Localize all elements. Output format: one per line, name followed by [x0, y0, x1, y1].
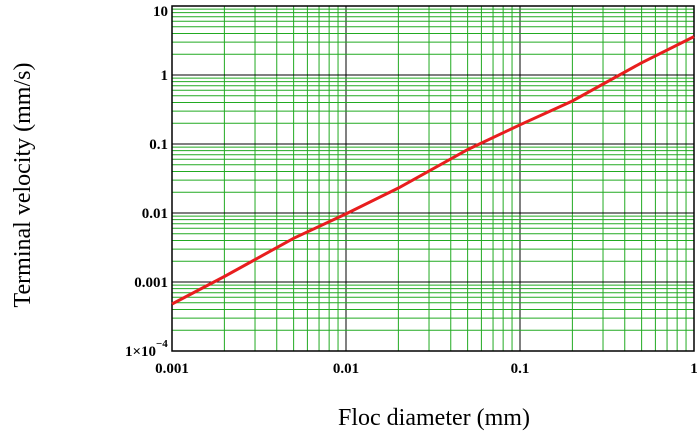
y-tick-exponent: −4 [156, 338, 168, 350]
grid-lines [171, 6, 694, 352]
y-tick-labels: 1×10 −4 0.001 0.01 0.1 1 10 [125, 4, 168, 360]
x-tick-labels: 0.001 0.01 0.1 1 [155, 361, 698, 377]
x-axis-label: Floc diameter (mm) [338, 405, 530, 431]
y-tick-label: 0.001 [134, 275, 168, 291]
x-tick-label: 0.1 [511, 361, 530, 377]
y-tick-label: 0.1 [149, 137, 168, 153]
y-tick-label: 10 [153, 4, 168, 20]
y-tick-label: 1 [161, 68, 169, 84]
y-axis-label: Terminal velocity (mm/s) [10, 63, 36, 308]
y-tick-label: 1×10 [125, 344, 156, 360]
x-tick-label: 1 [690, 361, 698, 377]
x-tick-label: 0.01 [333, 361, 359, 377]
y-tick-label: 0.01 [142, 206, 168, 222]
x-tick-label: 0.001 [155, 361, 189, 377]
plot-frame [171, 5, 695, 352]
series-line [171, 35, 695, 306]
